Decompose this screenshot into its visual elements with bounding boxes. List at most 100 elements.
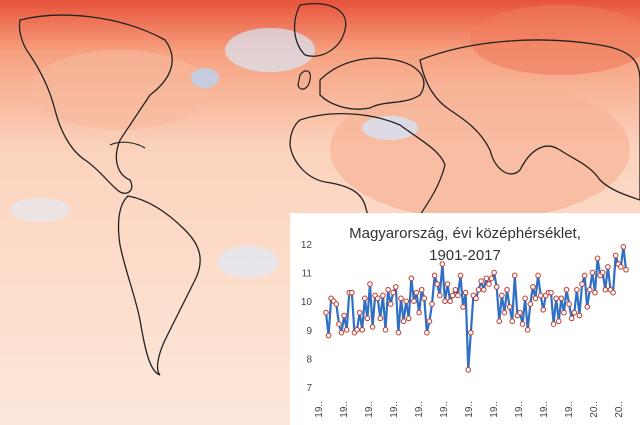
data-point — [421, 295, 428, 302]
data-point — [592, 289, 598, 296]
data-point — [561, 309, 567, 316]
x-tick-label: 19.. — [364, 401, 375, 418]
data-point — [424, 329, 430, 336]
data-point — [361, 295, 368, 302]
x-tick-label: 19.. — [314, 401, 325, 418]
greenland-outline — [293, 3, 347, 57]
data-point — [341, 312, 347, 319]
data-point — [553, 295, 559, 302]
data-point — [610, 289, 616, 296]
data-point — [478, 278, 484, 284]
data-point — [581, 272, 588, 279]
data-point — [403, 298, 409, 304]
data-point — [548, 289, 554, 296]
data-point — [522, 295, 528, 302]
data-point — [323, 309, 329, 316]
data-point — [426, 318, 433, 325]
y-tick-label: 7 — [306, 383, 312, 394]
data-point — [356, 309, 363, 316]
data-point — [612, 252, 619, 259]
data-point — [506, 304, 513, 310]
data-point — [530, 284, 536, 290]
data-point — [447, 298, 453, 304]
data-point — [532, 295, 539, 302]
x-tick-label: 19.. — [414, 401, 425, 418]
data-point — [395, 329, 402, 336]
data-point — [574, 286, 580, 293]
data-point — [369, 324, 376, 330]
data-point — [457, 272, 464, 279]
data-point — [380, 292, 386, 299]
data-point — [623, 266, 629, 273]
data-point — [359, 327, 366, 333]
x-tick-label: 19.. — [514, 401, 525, 418]
x-tick-label: 19.. — [389, 401, 400, 418]
series-line — [324, 245, 628, 371]
data-point — [431, 272, 438, 279]
data-point — [449, 292, 456, 299]
x-tick-label: 20.. — [589, 401, 600, 418]
data-point — [537, 292, 544, 299]
data-point — [524, 327, 531, 333]
chart-title: Magyarország, évi középhérséklet, 1901-2… — [290, 223, 640, 267]
series-markers — [323, 244, 629, 373]
x-tick-label: 19.. — [564, 401, 575, 418]
y-tick-label: 10 — [301, 297, 313, 308]
data-point — [480, 286, 487, 293]
data-point — [385, 286, 391, 293]
data-point — [620, 244, 627, 250]
data-point — [558, 295, 565, 302]
europe-outline — [319, 57, 425, 110]
data-point — [475, 286, 482, 293]
data-point — [509, 318, 516, 325]
data-point — [527, 301, 534, 307]
data-point — [333, 301, 340, 307]
data-point — [599, 269, 606, 276]
x-tick-label: 19.. — [539, 401, 550, 418]
data-point — [349, 289, 355, 296]
data-point — [405, 315, 412, 322]
caribbean-outline — [109, 141, 146, 149]
data-point — [468, 329, 474, 336]
data-point — [416, 309, 422, 316]
x-axis-ticks: 19.. 19.. 19.. 19.. 19.. 19.. 19.. 19.. 19.. 19..… — [314, 401, 625, 418]
data-point — [568, 315, 575, 322]
data-point — [400, 318, 407, 325]
data-point — [473, 295, 479, 302]
data-point — [436, 292, 443, 299]
data-point — [605, 264, 611, 270]
data-point — [579, 281, 585, 287]
data-point — [555, 318, 562, 325]
data-point — [455, 292, 461, 299]
data-point — [325, 332, 332, 339]
x-tick-label: 20.. — [614, 401, 625, 418]
data-point — [576, 312, 583, 319]
data-point — [444, 281, 451, 287]
data-point — [586, 286, 593, 293]
data-point — [343, 327, 350, 333]
data-point — [571, 309, 578, 316]
data-point — [367, 281, 373, 287]
data-point — [602, 286, 609, 293]
y-tick-label: 12 — [301, 240, 313, 251]
x-tick-label: 19.. — [439, 401, 450, 418]
data-point — [540, 306, 547, 313]
data-point — [336, 321, 342, 327]
y-tick-label: 8 — [306, 354, 312, 365]
data-point — [434, 281, 441, 287]
data-point — [442, 298, 448, 304]
data-point — [377, 315, 384, 322]
chart-title-line-2: 1901-2017 — [429, 247, 501, 264]
data-point — [462, 289, 469, 296]
x-tick-label: 19.. — [489, 401, 500, 418]
data-point — [460, 304, 466, 310]
data-point — [563, 286, 570, 293]
data-point — [483, 275, 490, 282]
data-point — [465, 367, 472, 373]
data-point — [398, 295, 404, 302]
y-tick-label: 11 — [302, 269, 313, 280]
data-point — [504, 286, 510, 293]
data-point — [486, 281, 492, 287]
data-point — [413, 289, 420, 296]
